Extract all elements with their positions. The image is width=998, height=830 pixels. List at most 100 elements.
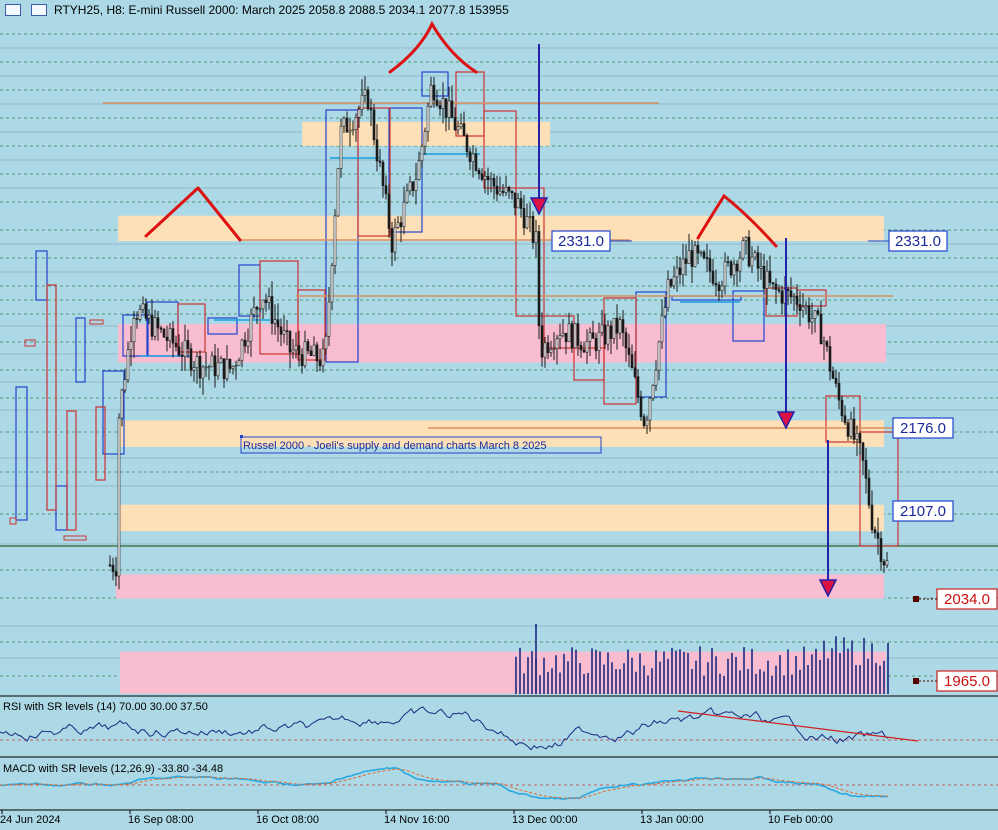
candle-body: [798, 304, 802, 311]
candle-body: [876, 532, 880, 539]
candle-body: [582, 349, 586, 353]
candle-body: [429, 84, 433, 107]
candle-body: [699, 251, 703, 254]
candle-body: [207, 366, 211, 369]
candle-body: [423, 131, 427, 147]
candle-body: [318, 360, 322, 367]
candle-body: [444, 98, 448, 118]
candle-body: [636, 376, 640, 397]
candle-body: [285, 330, 289, 332]
candle-body: [567, 323, 571, 343]
candle-body: [135, 318, 139, 320]
candle-body: [852, 418, 856, 440]
candle-body: [849, 418, 853, 437]
candle-body: [183, 340, 187, 357]
candle-body: [456, 126, 460, 131]
candle-body: [708, 258, 712, 272]
candle-body: [294, 345, 298, 351]
candle-body: [810, 318, 814, 323]
candle-body: [297, 345, 301, 355]
x-tick-label: 13 Dec 00:00: [512, 814, 577, 826]
candle-body: [231, 366, 235, 369]
candle-body: [600, 324, 604, 333]
candle-body: [495, 185, 499, 195]
candle-body: [279, 326, 283, 335]
candle-body: [675, 267, 679, 278]
candle-body: [846, 422, 850, 437]
candle-body: [450, 100, 454, 118]
price-label-2176-box: [892, 417, 954, 439]
candle-body: [816, 310, 820, 315]
candle-body: [711, 270, 715, 284]
price-marker: [913, 596, 919, 602]
bull-box: [15, 386, 28, 521]
candle-body: [525, 216, 529, 229]
candle-body: [684, 258, 688, 264]
candle-body: [693, 245, 697, 267]
candle-body: [717, 284, 721, 291]
candle-body: [630, 354, 634, 369]
candle-body: [573, 323, 577, 349]
small-box: [89, 319, 104, 325]
candle-body: [288, 331, 292, 353]
candle-body: [336, 168, 340, 217]
candle-body: [426, 105, 430, 132]
candle-body: [672, 276, 676, 287]
candle-body: [435, 99, 439, 106]
candle-body: [750, 256, 754, 267]
candle-body: [144, 303, 148, 319]
candle-body: [369, 108, 373, 111]
candle-body: [561, 332, 565, 337]
candle-body: [831, 370, 835, 379]
candle-body: [222, 358, 226, 380]
price-marker: [913, 678, 919, 684]
candle-body: [726, 261, 730, 263]
candle-body: [627, 347, 631, 355]
bull-box: [75, 317, 86, 383]
candle-body: [393, 227, 397, 253]
candle-body: [306, 341, 310, 352]
candle-body: [255, 306, 259, 310]
candle-body: [723, 261, 727, 287]
supply-zone: [118, 420, 884, 447]
candle-body: [741, 240, 745, 259]
candle-body: [720, 285, 724, 291]
candle-body: [414, 179, 418, 191]
head-mark: [388, 20, 478, 74]
candle-body: [141, 303, 145, 310]
candle-body: [603, 324, 607, 345]
candle-body: [420, 145, 424, 162]
candle-body: [126, 349, 130, 381]
bull-box: [388, 107, 423, 233]
candle-body: [459, 123, 463, 128]
candle-body: [552, 348, 556, 350]
indicators-layer: [0, 706, 998, 800]
candle-body: [669, 279, 673, 287]
candle-body: [387, 193, 391, 229]
candle-body: [792, 295, 796, 298]
bear-box: [455, 71, 485, 137]
candle-body: [729, 261, 733, 276]
bear-box: [859, 431, 899, 547]
candle-body: [468, 151, 472, 162]
price-label-2176: 2176.0: [900, 420, 946, 437]
candle-body: [252, 306, 256, 315]
candle-body: [804, 305, 808, 308]
chart-list-icon[interactable]: [5, 4, 21, 16]
candle-body: [171, 328, 175, 344]
candle-body: [780, 290, 784, 304]
candle-body: [702, 251, 706, 258]
x-tick-label: 10 Feb 00:00: [768, 814, 833, 826]
candle-body: [198, 355, 202, 379]
candle-body: [246, 340, 250, 347]
candle-body: [753, 252, 757, 258]
candle-body: [744, 236, 748, 242]
candle-body: [213, 355, 217, 377]
target-arrow-head: [529, 197, 549, 216]
candle-body: [591, 332, 595, 339]
candle-body: [531, 216, 535, 243]
candle-body: [147, 314, 151, 319]
bar-chart-icon[interactable]: [31, 4, 47, 16]
